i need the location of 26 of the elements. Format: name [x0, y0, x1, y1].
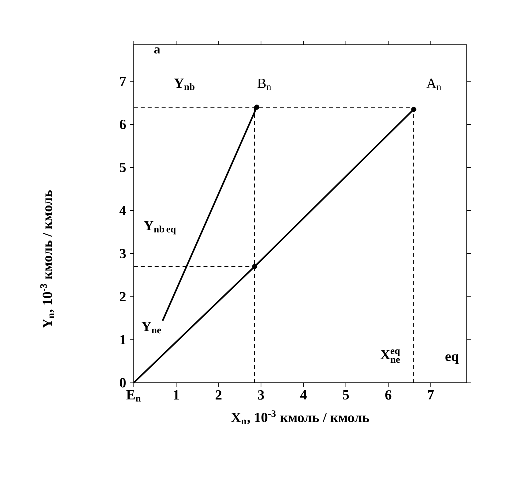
x-tick-label: 5 [343, 390, 350, 400]
x-tick-label: 6 [386, 390, 392, 400]
annotation: $\mathbf{Y}_{\mathbf{ne}}$ [142, 322, 162, 334]
x-tick-label: 4 [300, 390, 307, 400]
x-tick-label: 3 [258, 390, 264, 400]
y-tick-label: 2 [120, 292, 126, 302]
x-tick-label: 7 [428, 390, 434, 400]
y-tick-label: 1 [120, 335, 126, 345]
y-tick-label: 6 [120, 120, 126, 130]
y-tick-label: 7 [120, 77, 126, 86]
x-tick-label: 1 [174, 390, 180, 400]
y-tick-label: 4 [120, 206, 126, 216]
x-tick-label: E$_{n}$ [126, 390, 141, 402]
y-tick-label: 3 [120, 249, 126, 259]
annotation: $\mathbf{eq}$ [446, 354, 459, 364]
y-axis-title: Y$_{n}$, 10$^{-3}$ кмоль / кмоль [40, 190, 54, 329]
annotation: $\mathbf{X}_{\mathbf{ne}}^{\mathbf{eq}}$ [380, 350, 400, 364]
annotation: $\mathbf{Y}_{\mathbf{nb\,eq}}$ [144, 221, 176, 235]
x-tick-label: 2 [216, 390, 222, 400]
y-tick-label: 0 [120, 378, 126, 388]
annotation: $\mathbf{Y}_{\mathbf{nb}}$ [174, 78, 195, 90]
chart-title: a [154, 48, 160, 54]
annotation: $\mathrm{A}_{\mathrm{n}}$ [426, 78, 442, 90]
y-tick-label: 5 [120, 163, 126, 172]
x-axis-title: X$_{n}$, 10$^{-3}$ кмоль / кмоль [231, 410, 370, 424]
annotation: $\mathrm{B}_{\mathrm{n}}$ [258, 78, 272, 90]
